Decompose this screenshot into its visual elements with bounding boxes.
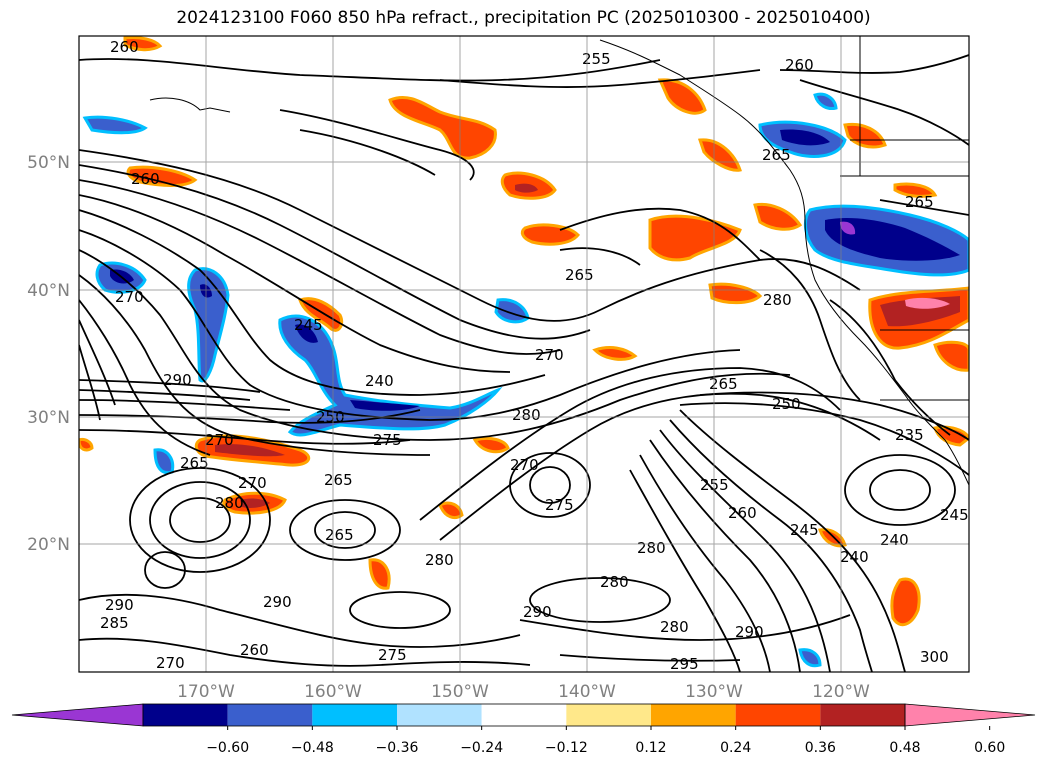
lat-label: 50°N	[27, 153, 70, 173]
contour-label: 280	[637, 539, 666, 557]
colorbar-segment	[566, 704, 651, 726]
colorbar-segment	[820, 704, 905, 726]
colorbar-tick-label: 0.12	[635, 740, 666, 756]
contour-label: 290	[163, 371, 192, 389]
colorbar-extend-low	[11, 703, 144, 727]
contour-label: 240	[365, 372, 394, 390]
colorbar: −0.60 −0.48 −0.36 −0.24 −0.12 0.12 0.24 0.36 0.4…	[11, 703, 1036, 756]
contour-label: 270	[535, 346, 564, 364]
contour-label: 280	[660, 618, 689, 636]
contour-label: 290	[263, 593, 292, 611]
lon-label: 150°W	[431, 682, 489, 702]
contour-label: 270	[510, 456, 539, 474]
lon-label: 140°W	[558, 682, 616, 702]
colorbar-tick-label: −0.60	[206, 740, 249, 756]
precip-positive-areas	[79, 36, 969, 627]
colorbar-segment	[651, 704, 736, 726]
contour-label: 260	[785, 56, 814, 74]
lon-label-group: 170°W 160°W 150°W 140°W 130°W 120°W	[177, 682, 870, 702]
contour-label: 290	[105, 596, 134, 614]
lat-label-group: 50°N 40°N 30°N 20°N	[27, 153, 70, 555]
contour-label: 280	[215, 494, 244, 512]
map-content: 260 255 260 260 265 265 265 270 270 280 …	[79, 36, 969, 673]
contour-label: 280	[600, 573, 629, 591]
contour-label: 265	[324, 471, 353, 489]
graticule	[79, 36, 969, 672]
colorbar-segment	[481, 704, 567, 726]
contour-label: 280	[763, 291, 792, 309]
colorbar-segment	[143, 704, 228, 726]
contour-label: 280	[512, 406, 541, 424]
contour-label: 245	[790, 521, 819, 539]
contour-label: 260	[131, 170, 160, 188]
colorbar-tick-label: 0.36	[805, 740, 836, 756]
colorbar-tick-label: −0.36	[376, 740, 419, 756]
contour-label: 275	[373, 431, 402, 449]
lon-label: 130°W	[685, 682, 743, 702]
lat-label: 40°N	[27, 281, 70, 301]
contour-label: 270	[115, 288, 144, 306]
colorbar-segment	[397, 704, 482, 726]
colorbar-tick-label: −0.24	[460, 740, 503, 756]
contour-label: 265	[565, 266, 594, 284]
contour-label: 295	[670, 655, 699, 673]
contour-label: 265	[905, 193, 934, 211]
contour-label: 270	[156, 654, 185, 672]
lon-label: 120°W	[812, 682, 870, 702]
contour-label: 260	[728, 504, 757, 522]
contour-label: 265	[762, 146, 791, 164]
contour-label: 290	[735, 623, 764, 641]
contour-label: 255	[582, 50, 611, 68]
contour-label: 260	[240, 641, 269, 659]
contour-label: 240	[840, 548, 869, 566]
lon-label: 160°W	[304, 682, 362, 702]
colorbar-extend-high	[904, 703, 1036, 727]
map-title: 2024123100 F060 850 hPa refract., precip…	[176, 8, 871, 28]
colorbar-outline	[142, 703, 906, 727]
colorbar-tick-label: 0.60	[974, 740, 1005, 756]
contour-label: 265	[325, 526, 354, 544]
contour-label: 270	[205, 431, 234, 449]
contour-label: 285	[100, 614, 129, 632]
contour-label: 260	[110, 38, 139, 56]
refractivity-contours	[79, 54, 969, 672]
contour-label: 275	[545, 496, 574, 514]
contour-label: 275	[378, 646, 407, 664]
lat-label: 20°N	[27, 535, 70, 555]
coastlines	[149, 36, 969, 486]
contour-label: 235	[895, 426, 924, 444]
colorbar-tick-label: 0.24	[720, 740, 751, 756]
lat-label: 30°N	[27, 408, 70, 428]
contour-label: 265	[180, 454, 209, 472]
colorbar-tick-label: −0.48	[291, 740, 334, 756]
contour-label: 245	[940, 506, 969, 524]
contour-label: 240	[880, 531, 909, 549]
contour-label: 270	[238, 474, 267, 492]
colorbar-segment	[312, 704, 397, 726]
colorbar-tick-label: 0.48	[889, 740, 920, 756]
contour-label: 300	[920, 648, 949, 666]
lon-label: 170°W	[177, 682, 235, 702]
colorbar-segment	[227, 704, 313, 726]
contour-label: 290	[523, 603, 552, 621]
colorbar-tick-label: −0.12	[545, 740, 588, 756]
map-frame	[78, 35, 970, 673]
contour-label: 250	[772, 395, 801, 413]
precip-negative-areas	[82, 92, 969, 668]
contour-label: 265	[709, 375, 738, 393]
colorbar-segment	[735, 704, 821, 726]
contour-label: 280	[425, 551, 454, 569]
contour-label: 245	[294, 316, 323, 334]
